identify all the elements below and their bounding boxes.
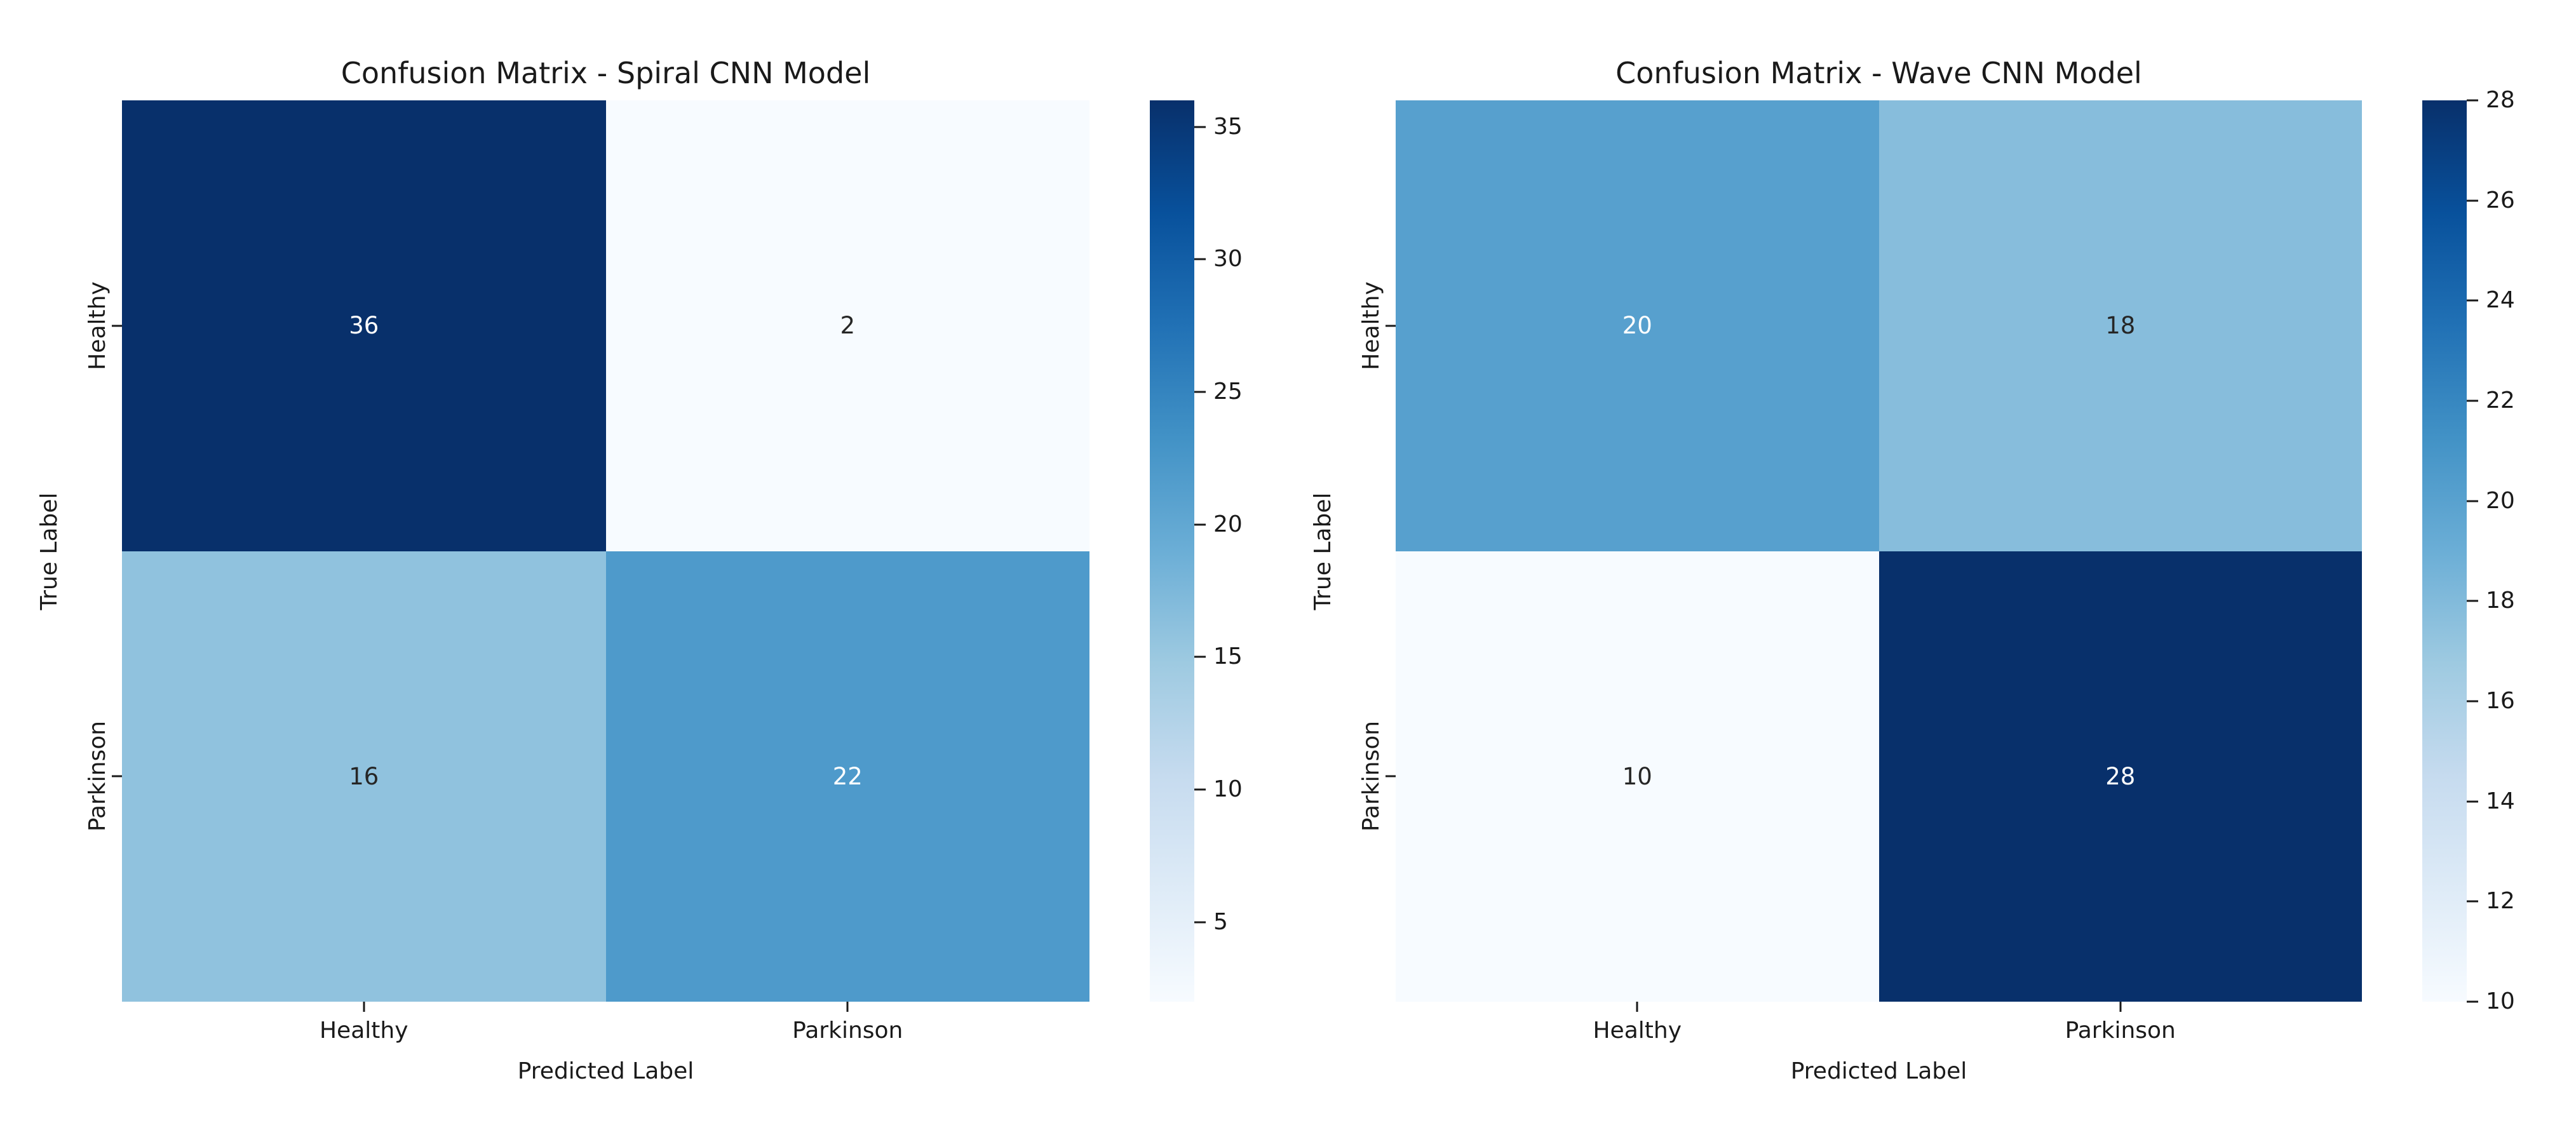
colorbar-ticks: 28 26 24 22 20 18 16 14 12 10 <box>2422 89 2515 1013</box>
colorbar-tick-label: 24 <box>2486 287 2515 314</box>
y-tick-label: Healthy <box>84 281 111 370</box>
x-tick-mark <box>1636 1002 1638 1012</box>
x-axis-label: Predicted Label <box>517 1058 694 1084</box>
y-tick-mark <box>112 775 122 777</box>
colorbar-tick-label: 28 <box>2486 87 2515 113</box>
heatmap-cell: 28 <box>1878 551 2362 1002</box>
colorbar-ticks: 35 30 25 20 15 10 5 <box>1150 100 1243 1002</box>
colorbar: 35 30 25 20 15 10 5 <box>1150 100 1243 1002</box>
y-tick-label: Parkinson <box>84 721 111 832</box>
colorbar-tick-label: 5 <box>1213 908 1228 935</box>
cell-value: 2 <box>840 312 856 340</box>
colorbar-tick-mark <box>1194 523 1206 526</box>
colorbar-tick-mark <box>1194 921 1206 924</box>
x-tick-mark <box>363 1002 365 1012</box>
cell-value: 36 <box>349 312 379 340</box>
colorbar-tick-mark <box>2467 500 2478 502</box>
y-tick-label: Healthy <box>1358 281 1384 370</box>
colorbar-tick-mark <box>2467 99 2478 102</box>
cell-value: 16 <box>349 762 379 790</box>
colorbar-tick-mark <box>2467 1000 2478 1003</box>
spiral-cnn-panel: Confusion Matrix - Spiral CNN Model True… <box>36 58 1243 1083</box>
colorbar: 28 26 24 22 20 18 16 14 12 10 <box>2422 89 2515 1013</box>
chart-title: Confusion Matrix - Wave CNN Model <box>1615 56 2142 90</box>
heatmap-cell: 16 <box>122 551 606 1002</box>
colorbar-gradient <box>2422 100 2467 1002</box>
colorbar-tick-mark <box>2467 199 2478 202</box>
y-axis-label: True Label <box>36 492 62 610</box>
x-tick-mark <box>2119 1002 2122 1012</box>
x-tick-mark <box>846 1002 849 1012</box>
colorbar-tick-label: 30 <box>1213 246 1243 272</box>
heatmap-cell: 36 <box>122 100 606 551</box>
heatmap-cell: 22 <box>605 551 1089 1002</box>
y-tick-mark <box>1386 775 1396 777</box>
heatmap-grid: 20 18 10 28 <box>1396 100 2362 1002</box>
colorbar-tick-mark <box>1194 656 1206 658</box>
colorbar-tick-mark <box>2467 700 2478 703</box>
x-tick-label: Parkinson <box>792 1018 903 1044</box>
colorbar-tick-mark <box>2467 400 2478 402</box>
wave-cnn-panel: Confusion Matrix - Wave CNN Model True L… <box>1310 58 2515 1083</box>
y-tick-mark <box>1386 325 1396 327</box>
colorbar-tick-label: 16 <box>2486 688 2515 714</box>
colorbar-tick-label: 10 <box>1213 776 1243 803</box>
colorbar-tick-mark <box>1194 788 1206 791</box>
colorbar-gradient <box>1150 100 1194 1002</box>
colorbar-tick-mark <box>2467 299 2478 302</box>
heatmap-cell: 2 <box>605 100 1089 551</box>
heatmap-cell: 18 <box>1878 100 2362 551</box>
colorbar-tick-mark <box>1194 126 1206 128</box>
colorbar-tick-mark <box>1194 391 1206 393</box>
cell-value: 10 <box>1622 762 1652 790</box>
colorbar-tick-label: 14 <box>2486 788 2515 814</box>
x-tick-label: Healthy <box>1593 1018 1682 1044</box>
colorbar-tick-label: 35 <box>1213 113 1243 140</box>
cell-value: 28 <box>2105 762 2136 790</box>
x-tick-label: Parkinson <box>2065 1018 2176 1044</box>
heatmap-grid: 36 2 16 22 <box>122 100 1089 1002</box>
colorbar-tick-label: 15 <box>1213 643 1243 670</box>
colorbar-tick-mark <box>2467 800 2478 803</box>
colorbar-tick-label: 20 <box>1213 511 1243 537</box>
colorbar-tick-label: 22 <box>2486 387 2515 414</box>
colorbar-tick-mark <box>2467 900 2478 903</box>
x-axis-label: Predicted Label <box>1790 1058 1967 1084</box>
y-tick-mark <box>112 325 122 327</box>
colorbar-tick-mark <box>2467 600 2478 602</box>
cell-value: 20 <box>1622 312 1652 340</box>
heatmap-cell: 20 <box>1396 100 1879 551</box>
chart-title: Confusion Matrix - Spiral CNN Model <box>341 56 871 90</box>
y-tick-label: Parkinson <box>1358 721 1384 832</box>
cell-value: 22 <box>832 762 863 790</box>
colorbar-tick-label: 12 <box>2486 888 2515 915</box>
colorbar-tick-label: 18 <box>2486 588 2515 614</box>
colorbar-tick-label: 20 <box>2486 487 2515 514</box>
colorbar-tick-label: 26 <box>2486 187 2515 213</box>
colorbar-tick-mark <box>1194 258 1206 260</box>
x-tick-label: Healthy <box>319 1018 408 1044</box>
cell-value: 18 <box>2105 312 2136 340</box>
heatmap-cell: 10 <box>1396 551 1879 1002</box>
colorbar-tick-label: 25 <box>1213 379 1243 405</box>
y-axis-label: True Label <box>1310 492 1336 610</box>
colorbar-tick-label: 10 <box>2486 988 2515 1014</box>
